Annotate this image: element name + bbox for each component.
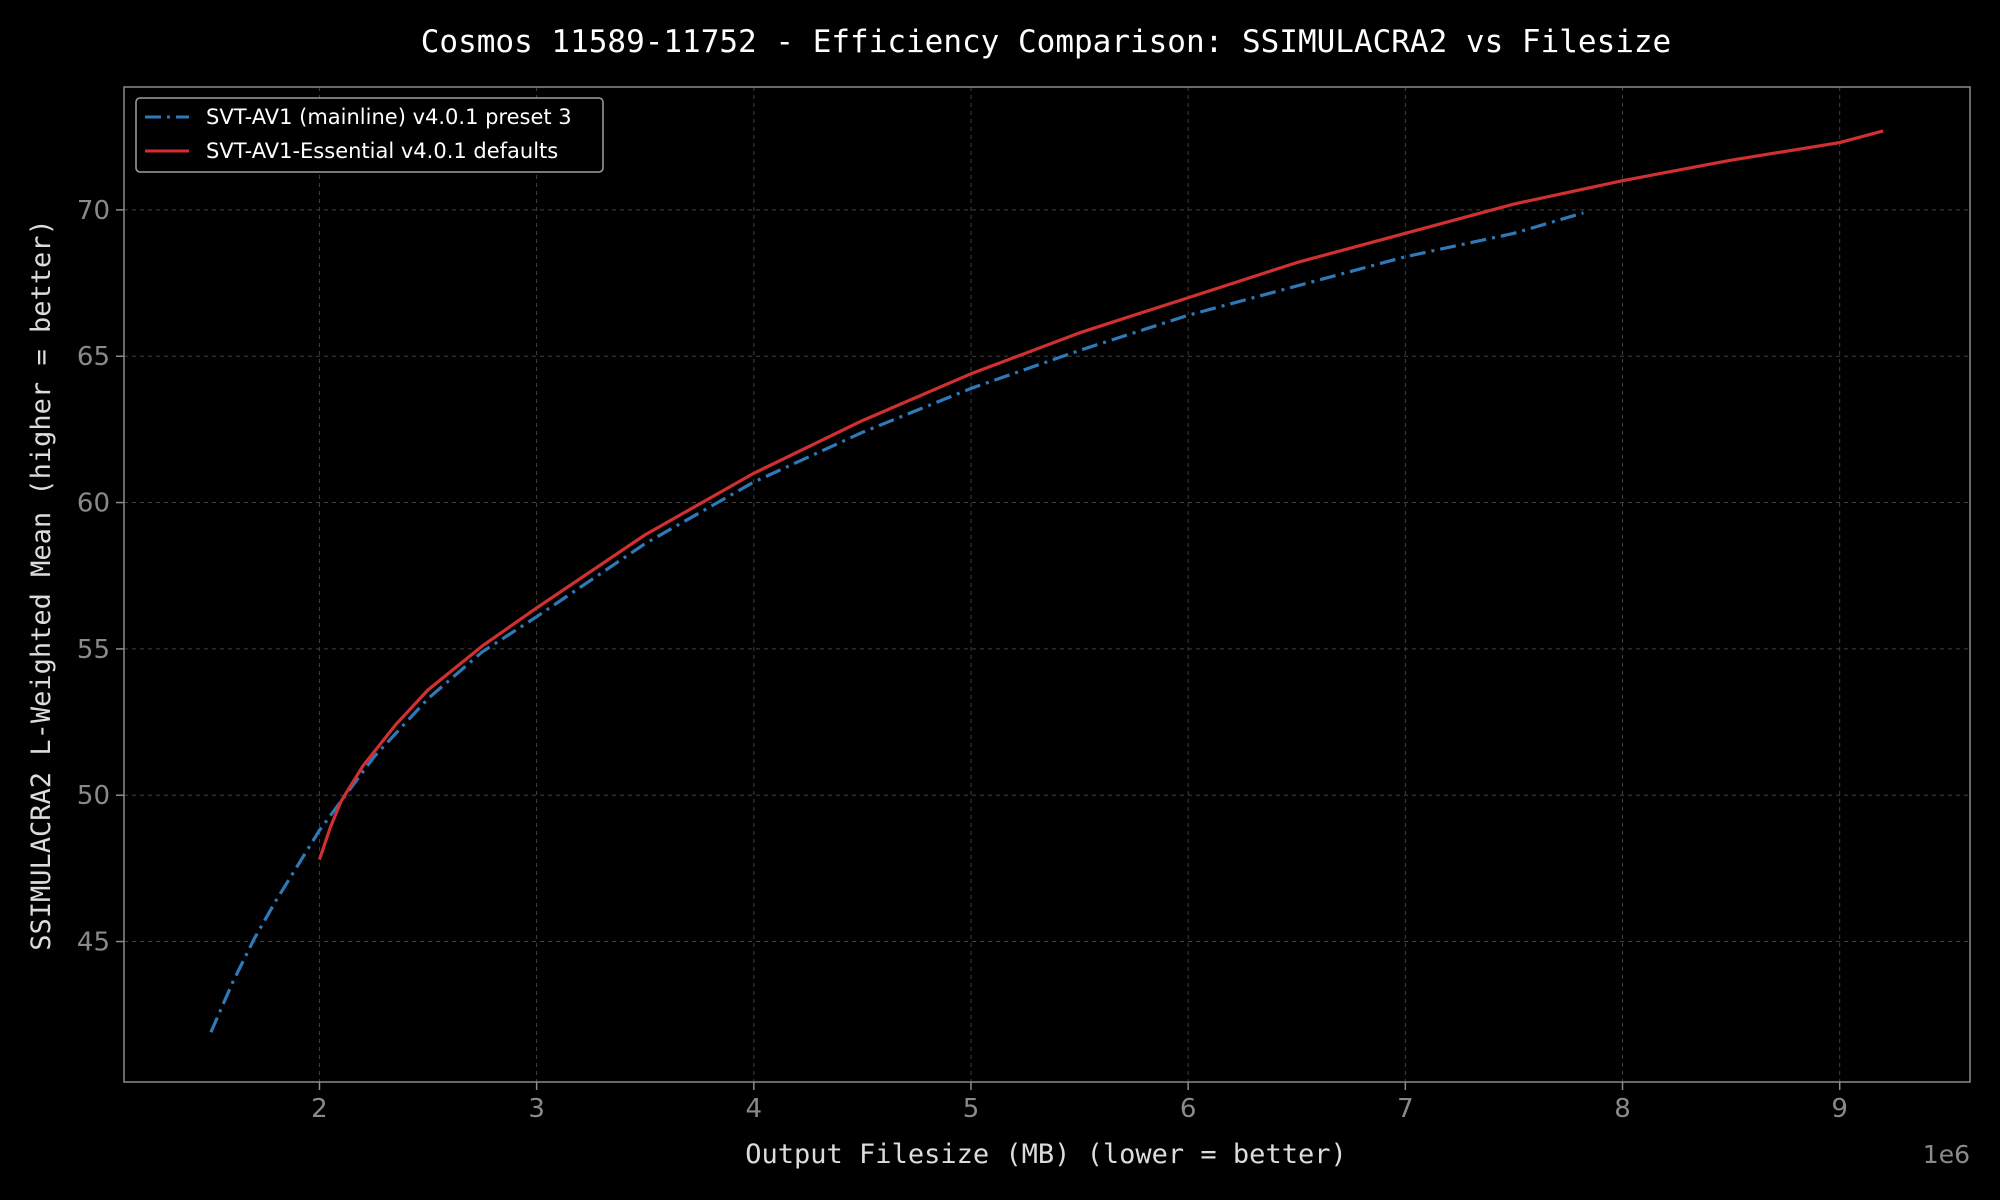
x-axis-offset-label: 1e6 [1923, 1140, 1970, 1169]
plot-area-frame [123, 86, 1971, 1083]
x-tick-label: 7 [1397, 1094, 1414, 1124]
x-tick-label: 9 [1831, 1094, 1848, 1124]
x-tick-label: 6 [1180, 1094, 1197, 1124]
legend-label-svt-av1-essential: SVT-AV1-Essential v4.0.1 defaults [206, 139, 558, 163]
grid-lines [124, 87, 1970, 1082]
x-tick-label: 8 [1614, 1094, 1631, 1124]
y-axis-label: SSIMULACRA2 L-Weighted Mean (higher = be… [26, 219, 57, 951]
x-tick-label: 5 [963, 1094, 980, 1124]
x-tick-label: 3 [528, 1094, 545, 1124]
y-tick-label: 45 [77, 928, 110, 958]
x-tick-label: 4 [746, 1094, 763, 1124]
y-axis-ticks: 45 50 55 60 65 70 [77, 196, 124, 958]
legend: SVT-AV1 (mainline) v4.0.1 preset 3 SVT-A… [135, 97, 604, 173]
series-lines [209, 129, 1884, 1033]
legend-label-svt-av1-mainline: SVT-AV1 (mainline) v4.0.1 preset 3 [206, 105, 572, 129]
chart-title: Cosmos 11589-11752 - Efficiency Comparis… [421, 24, 1671, 60]
y-tick-label: 55 [77, 635, 110, 665]
x-tick-label: 2 [311, 1094, 328, 1124]
y-tick-label: 60 [77, 489, 110, 519]
y-tick-label: 70 [77, 196, 110, 226]
y-tick-label: 50 [77, 781, 110, 811]
legend-box [135, 97, 604, 173]
y-tick-label: 65 [77, 342, 110, 372]
series-line-1 [317, 129, 1884, 861]
series-line-0 [209, 211, 1584, 1033]
x-axis-ticks: 2 3 4 5 6 7 8 9 [311, 1082, 1848, 1124]
x-axis-label: Output Filesize (MB) (lower = better) [745, 1139, 1346, 1170]
